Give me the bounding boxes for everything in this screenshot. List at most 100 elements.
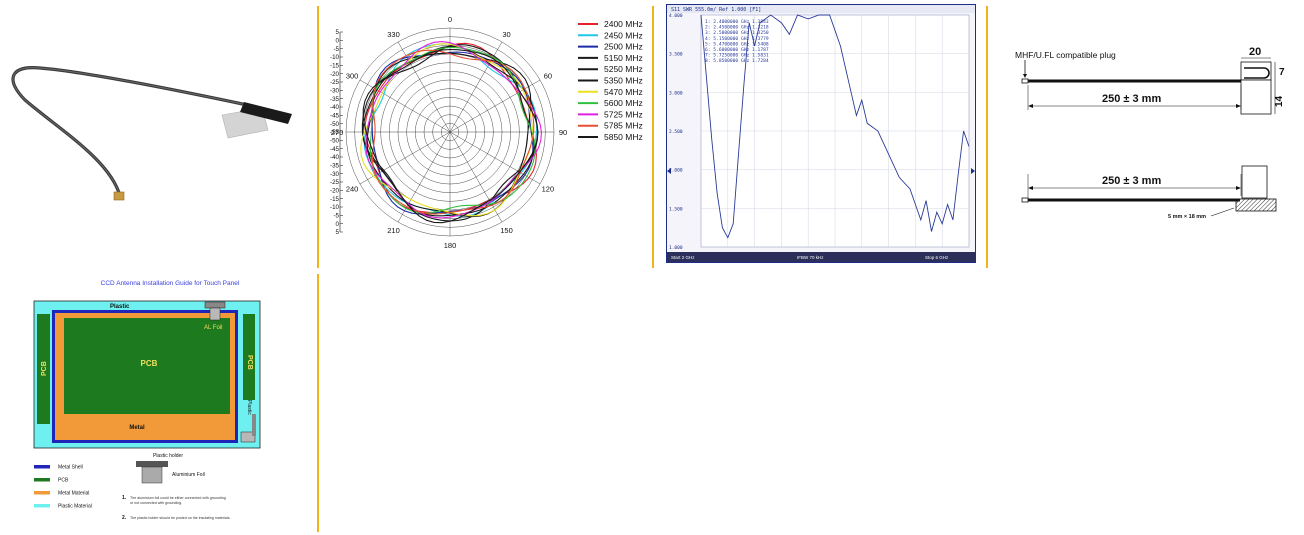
foam-label: 5 mm × 18 mm — [1168, 214, 1206, 220]
polar-angle-label: 120 — [542, 185, 555, 194]
vna-marker-entry: 5: 5.4700000 GHz 1.5408 — [705, 41, 769, 47]
legend-label: 2500 MHz — [604, 42, 643, 52]
vna-footer-stop: Stop 6 GHz — [925, 255, 949, 260]
polar-series-trace — [371, 49, 535, 215]
legend-label: 5600 MHz — [604, 98, 643, 108]
scale-tick-label: -30 — [330, 171, 340, 178]
length-bottom: 250 ± 3 mm — [1102, 175, 1161, 187]
scale-tick-label: -50 — [330, 138, 340, 145]
polar-angle-label: 270 — [331, 128, 344, 137]
vna-header: S11 SWR 555.0m/ Ref 1.000 [F1] — [671, 7, 761, 13]
dimension-drawing: MHF/U.FL compatible plug 20 7 14 250 ± 3… — [992, 6, 1304, 268]
polar-angle-label: 90 — [559, 128, 567, 137]
plastic-right-label: Plastic — [246, 400, 252, 415]
divider-4 — [317, 274, 319, 532]
width-dimension: 20 — [1249, 46, 1261, 58]
holder-title: Plastic holder — [153, 453, 183, 459]
scale-tick-label: -20 — [330, 188, 340, 195]
legend-label: 5850 MHz — [604, 132, 643, 142]
guide-legend: Metal Shell PCB Metal Material Plastic Mate… — [34, 465, 92, 510]
polar-angle-label: 300 — [346, 72, 359, 81]
vna-swr-trace — [700, 14, 970, 239]
polar-series-trace — [362, 48, 539, 224]
scale-tick-label: -20 — [330, 71, 340, 78]
scale-tick-label: -50 — [330, 121, 340, 128]
scale-tick-label: -40 — [330, 104, 340, 111]
length-top: 250 ± 3 mm — [1102, 93, 1161, 105]
scale-tick-label: -40 — [330, 154, 340, 161]
scale-tick-label: 5 — [336, 29, 340, 36]
plug-label: MHF/U.FL compatible plug — [1015, 50, 1116, 60]
polar-grid — [345, 27, 555, 237]
vna-footer-ifbw: IFBW 70 kHz — [797, 255, 824, 260]
guide-title: CCD Antenna Installation Guide for Touch… — [101, 280, 240, 287]
polar-angle-labels: 0 30 60 90 120 150 180 210 240 270 300 330 — [331, 15, 567, 250]
guide-legend-label: Metal Material — [58, 491, 89, 497]
vna-marker-entry: 6: 5.6000000 GHz 1.1787 — [705, 47, 769, 53]
vna-y-ticks: 4.000 3.500 3.000 2.500 2.000 1.500 1.000 — [669, 13, 683, 251]
scale-tick-label: -55 — [330, 129, 340, 136]
legend-label: 5725 MHz — [604, 109, 643, 119]
polar-angle-label: 0 — [448, 15, 452, 24]
vna-marker-entry: 1: 2.4000000 GHz 1.3843 — [705, 19, 769, 25]
guide-legend-swatch — [34, 465, 50, 469]
installation-guide: CCD Antenna Installation Guide for Touch… — [22, 274, 312, 532]
vna-y-tick: 2.000 — [669, 168, 683, 174]
vna-marker-entry: 4: 5.1500000 GHz 1.3779 — [705, 36, 769, 42]
scale-tick-label: -45 — [330, 113, 340, 120]
polar-series-trace — [369, 46, 536, 214]
vna-y-tick: 4.000 — [669, 13, 683, 19]
pcb-left-label: PCB — [41, 361, 48, 376]
vna-y-tick: 3.500 — [669, 52, 683, 58]
polar-angle-label: 150 — [500, 226, 513, 235]
guide-legend-swatch — [34, 491, 50, 495]
product-photo[interactable] — [0, 0, 316, 268]
scale-tick-label: -35 — [330, 96, 340, 103]
note-2-text: The plastic holder should be posted on t… — [130, 516, 231, 520]
ref-left-marker — [667, 168, 671, 174]
guide-legend-label: Metal Shell — [58, 465, 83, 471]
polar-angle-label: 180 — [444, 241, 457, 250]
polar-spoke — [449, 131, 503, 223]
polar-angle-label: 240 — [346, 185, 359, 194]
legend-label: 5250 MHz — [604, 64, 643, 74]
scale-tick-label: -15 — [330, 196, 340, 203]
legend-label: 5470 MHz — [604, 87, 643, 97]
guide-legend-label: Plastic Material — [58, 504, 92, 510]
vna-footer-start: Start 2 GHz — [671, 255, 695, 260]
legend-label: 5350 MHz — [604, 76, 643, 86]
scale-tick-label: -35 — [330, 163, 340, 170]
vna-marker-entry: 7: 5.7250000 GHz 1.5831 — [705, 53, 769, 59]
height-14-dimension: 14 — [1274, 95, 1285, 107]
vna-y-tick: 1.500 — [669, 206, 683, 212]
metal-label: Metal — [129, 425, 145, 431]
scale-tick-label: 0 — [336, 221, 340, 228]
polar-angle-label: 330 — [387, 30, 400, 39]
polar-angle-label: 210 — [387, 226, 400, 235]
plastic-top-label: Plastic — [110, 304, 130, 310]
scale-tick-label: -25 — [330, 179, 340, 186]
vna-y-tick: 2.500 — [669, 129, 683, 135]
antenna-product-image — [11, 66, 292, 201]
polar-scale-axis: 50-5-10-15-20-25-30-35-40-45-50-55-50-45… — [330, 29, 343, 236]
divider-2 — [652, 6, 654, 268]
legend-label: 5785 MHz — [604, 121, 643, 131]
scale-tick-label: -10 — [330, 204, 340, 211]
guide-legend-swatch — [34, 478, 50, 482]
scale-tick-label: 0 — [336, 38, 340, 45]
polar-radiation-chart: 0 30 60 90 120 150 180 210 240 270 300 330 5 0 -5 -10-… — [322, 8, 650, 268]
legend-label: 2400 MHz — [604, 19, 643, 29]
scale-tick-label: -25 — [330, 79, 340, 86]
guide-legend-swatch — [34, 504, 50, 508]
note-1-text: The aluminium foil could be either conne… — [130, 496, 226, 505]
divider-1 — [317, 6, 319, 268]
scale-tick-label: -45 — [330, 146, 340, 153]
scale-tick-label: -5 — [333, 213, 339, 220]
scale-tick-label: -10 — [330, 54, 340, 61]
note-2-number: 2. — [122, 515, 127, 521]
polar-series-trace — [365, 41, 542, 219]
pcb-main-label: PCB — [141, 359, 158, 368]
aluminium-foil-label: Aluminium Foil — [172, 472, 205, 478]
